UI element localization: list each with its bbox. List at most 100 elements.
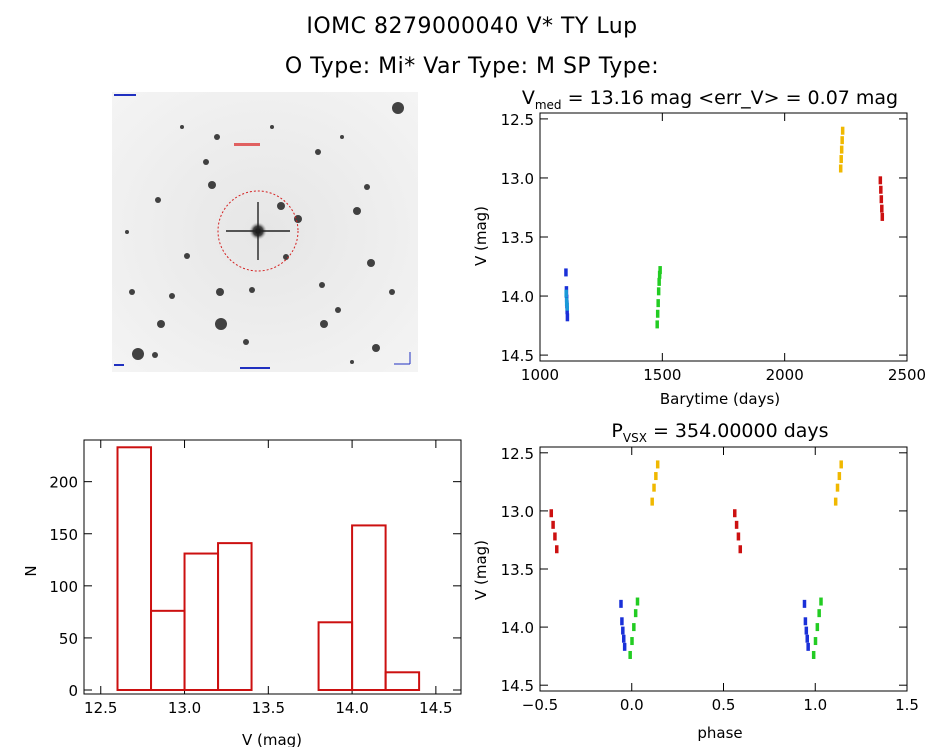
lightcurve-xtick-label: 2000 <box>766 366 804 384</box>
lightcurve-ylabel: V (mag) <box>472 206 490 266</box>
background-star <box>180 125 184 129</box>
phased-ylabel: V (mag) <box>472 540 490 600</box>
phased-point <box>738 545 743 554</box>
background-star <box>340 135 344 139</box>
phased-axes-frame <box>539 446 908 692</box>
phased-title: PVSX = 354.00000 days <box>611 420 828 445</box>
phased-panel: PVSX = 354.00000 days 12.5 13.0 13.5 14.0 14… <box>472 420 919 742</box>
image-corner-label-top <box>114 94 136 96</box>
phased-xtick-label: 1.0 <box>803 696 827 714</box>
compass-icon <box>394 352 411 365</box>
lightcurve-xtick-label: 2500 <box>888 366 926 384</box>
phased-point <box>622 642 627 651</box>
phased-point <box>734 520 739 529</box>
lightcurve-ytick-label: 13.5 <box>501 229 534 247</box>
background-star <box>315 149 321 155</box>
lightcurve-point <box>879 195 884 204</box>
phased-xtick-label: −0.5 <box>522 696 558 714</box>
phased-point <box>555 545 559 554</box>
phased-xtick-label: 0.5 <box>712 696 736 714</box>
histogram-ytick-label: 50 <box>59 630 78 648</box>
background-star <box>125 230 129 234</box>
phased-point <box>654 472 658 481</box>
background-star <box>270 125 274 129</box>
phased-xtick-label: 0.0 <box>620 696 644 714</box>
phased-point <box>630 637 634 646</box>
lightcurve-point <box>838 164 843 173</box>
lightcurve-xtick-label: 1500 <box>643 366 681 384</box>
lightcurve-panel: Vmed = 13.16 mag <err_V> = 0.07 mag 12.5… <box>472 87 926 408</box>
phased-point <box>804 626 809 635</box>
phased-ytick-label: 13.0 <box>501 503 534 521</box>
background-star <box>243 339 249 345</box>
phased-point <box>628 650 632 659</box>
histogram-panel: 0 50 100 150 200 12.5 13.0 13.5 14.0 14.5 V (mag)… <box>22 439 462 747</box>
lightcurve-point <box>657 270 662 279</box>
histogram-xtick-label: 13.5 <box>252 699 285 717</box>
background-star <box>353 207 361 215</box>
lightcurve-point <box>564 289 568 298</box>
phased-point <box>837 472 842 481</box>
phased-xlabel: phase <box>697 724 742 742</box>
lightcurve-point <box>839 145 844 154</box>
lightcurve-point <box>880 204 884 213</box>
phased-point <box>819 597 823 606</box>
phased-point <box>802 599 807 608</box>
phased-point <box>815 623 820 632</box>
phased-point <box>806 642 810 651</box>
lightcurve-point <box>840 126 845 135</box>
phased-point <box>650 497 654 506</box>
histogram-bar <box>150 609 186 691</box>
target-star <box>226 202 290 260</box>
lightcurve-axes-frame <box>539 112 908 362</box>
phased-point <box>620 617 624 626</box>
histogram-bar <box>317 621 354 692</box>
lightcurve-xtick-label: 1000 <box>521 366 559 384</box>
phased-point <box>619 599 623 608</box>
lightcurve-point <box>658 266 662 275</box>
background-star <box>392 102 404 114</box>
phased-point <box>805 634 809 643</box>
lightcurve-point <box>839 155 843 164</box>
phased-point <box>621 626 625 635</box>
background-star <box>389 289 395 295</box>
background-star <box>184 253 190 259</box>
histogram-xtick-label: 12.5 <box>84 699 117 717</box>
background-star <box>350 360 354 364</box>
target-label-mark <box>234 143 260 146</box>
background-star <box>169 293 175 299</box>
phased-ytick-label: 12.5 <box>501 445 534 463</box>
lightcurve-point <box>564 297 569 306</box>
lightcurve-point <box>657 277 661 286</box>
lightcurve-point <box>656 287 661 296</box>
background-star <box>249 287 255 293</box>
histogram-bar <box>217 542 253 691</box>
lightcurve-point <box>655 320 659 329</box>
phased-point <box>549 509 554 518</box>
background-star <box>320 320 328 328</box>
chart-header-types: O Type: Mi* Var Type: M SP Type: <box>284 54 660 79</box>
lightcurve-point <box>880 212 885 221</box>
phased-point <box>803 617 808 626</box>
phased-point <box>833 497 838 506</box>
phased-point <box>635 597 640 606</box>
background-star <box>132 348 144 360</box>
phased-point <box>551 520 555 529</box>
histogram-bar <box>116 446 153 691</box>
phased-point <box>736 532 741 541</box>
histogram-ytick-label: 100 <box>49 578 78 596</box>
histogram-ytick-label: 0 <box>68 682 78 700</box>
background-star <box>364 184 370 190</box>
phased-point <box>553 532 557 541</box>
lightcurve-point <box>565 302 569 311</box>
histogram-xtick-label: 13.0 <box>168 699 201 717</box>
background-star <box>215 318 227 330</box>
phased-point <box>813 637 818 646</box>
phased-point <box>839 460 843 469</box>
background-star <box>152 352 158 358</box>
phased-xtick-label: 1.5 <box>895 696 919 714</box>
histogram-ytick-label: 150 <box>49 526 78 544</box>
lightcurve-point <box>879 185 883 194</box>
lightcurve-point <box>840 136 844 145</box>
phased-ytick-label: 13.5 <box>501 561 534 579</box>
